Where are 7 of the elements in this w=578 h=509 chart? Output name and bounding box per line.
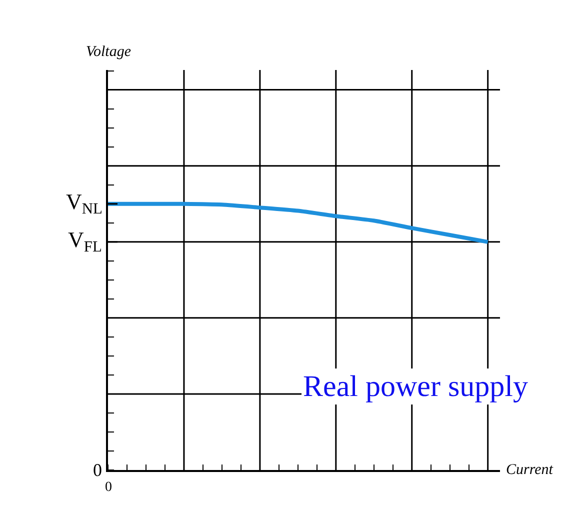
annotation: Real power supply: [303, 370, 528, 403]
text: V$_{FL}$: [68, 227, 102, 256]
text: Voltage: [86, 44, 132, 60]
text: 0: [105, 480, 112, 495]
text: V$_{NL}$: [66, 189, 102, 218]
text: 0: [93, 460, 102, 480]
x-axis-title: Current: [506, 462, 554, 478]
